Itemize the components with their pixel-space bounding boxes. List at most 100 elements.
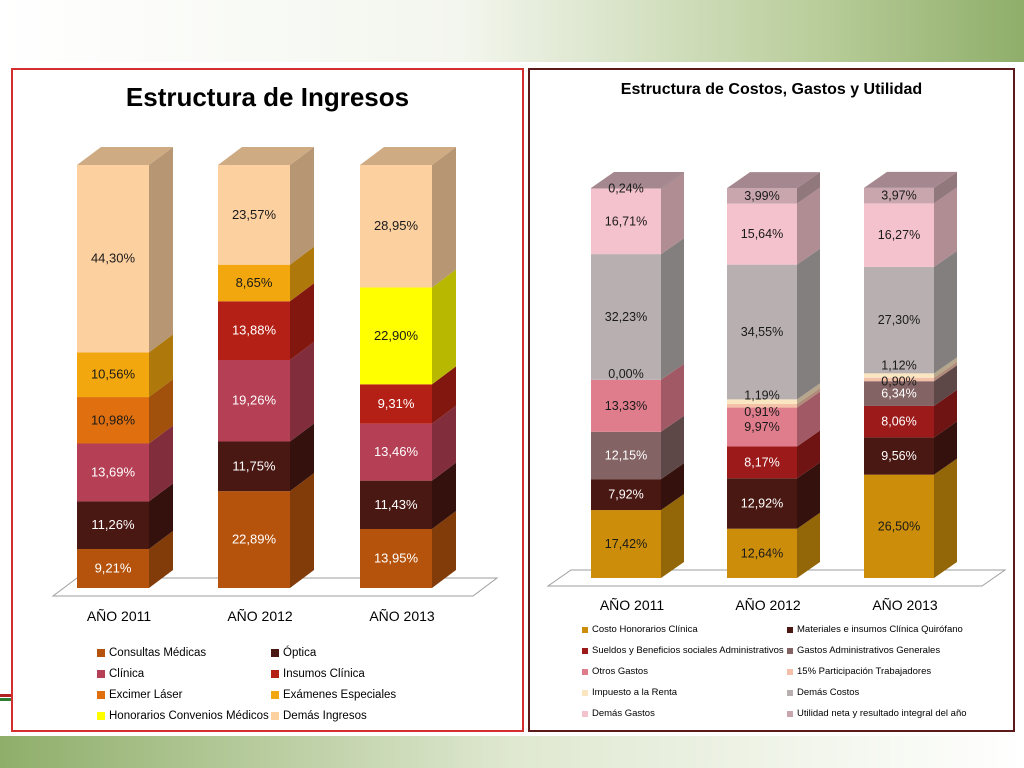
bar-segment bbox=[591, 479, 661, 511]
data-label: 22,89% bbox=[232, 532, 277, 547]
legend-swatch bbox=[271, 691, 279, 699]
data-label: 1,12% bbox=[881, 359, 916, 373]
bar-segment bbox=[864, 373, 934, 378]
bar-segment bbox=[77, 397, 149, 444]
legend-entry: Demás Costos bbox=[797, 687, 860, 698]
x-tick-label: AÑO 2012 bbox=[735, 597, 801, 613]
legend-swatch bbox=[787, 690, 793, 696]
bar-segment bbox=[77, 352, 149, 398]
data-label: 13,69% bbox=[91, 464, 136, 479]
bar-segment bbox=[360, 528, 432, 588]
data-label: 8,65% bbox=[236, 275, 273, 290]
bar-segment-side bbox=[661, 172, 684, 189]
bar-segment bbox=[360, 480, 432, 529]
legend-entry: Gastos Administrativos Generales bbox=[797, 645, 940, 656]
data-label: 10,56% bbox=[91, 367, 136, 382]
legend-swatch bbox=[582, 669, 588, 675]
bar-segment bbox=[727, 404, 797, 408]
bar-segment bbox=[360, 287, 432, 385]
bar-segment-side bbox=[149, 425, 173, 502]
data-label: 8,17% bbox=[744, 455, 779, 469]
bar-segment bbox=[218, 491, 290, 588]
legend-swatch bbox=[582, 711, 588, 717]
bar-segment bbox=[727, 407, 797, 447]
bar-segment bbox=[864, 377, 934, 382]
bar-segment bbox=[727, 399, 797, 405]
bar-segment bbox=[218, 264, 290, 302]
legend-entry: Excimer Láser bbox=[109, 689, 183, 701]
costs-structure-panel: 17,42% 7,92% 12,15% 13,33% 0,00% 32,23% 16,71%… bbox=[528, 68, 1015, 732]
legend-swatch bbox=[271, 649, 279, 657]
legend-swatch bbox=[787, 669, 793, 675]
bar-segment bbox=[591, 188, 661, 189]
data-label: 44,30% bbox=[91, 251, 136, 266]
bar-segment-side bbox=[934, 458, 957, 578]
bar-segment-side bbox=[934, 357, 957, 378]
legend-swatch bbox=[787, 711, 793, 717]
data-label: 3,97% bbox=[881, 189, 916, 203]
bar-segment-side bbox=[797, 391, 820, 447]
bar-segment bbox=[864, 266, 934, 374]
decorative-flag-stripe bbox=[0, 694, 11, 697]
bar-segment bbox=[591, 379, 661, 432]
data-label: 6,34% bbox=[881, 387, 916, 401]
bar-segment bbox=[864, 381, 934, 406]
bar-segment bbox=[360, 165, 432, 288]
income-structure-chart: 9,21% 11,26% 13,69% 10,98% 10,56% 44,30% AÑO 2… bbox=[51, 147, 499, 722]
legend-swatch bbox=[582, 690, 588, 696]
data-label: 0,24% bbox=[608, 181, 643, 195]
data-label: 16,71% bbox=[605, 215, 647, 229]
bar-segment-side bbox=[661, 363, 684, 432]
data-label: 16,27% bbox=[878, 228, 920, 242]
bar-segment bbox=[77, 501, 149, 550]
bar-segment-side bbox=[934, 361, 957, 382]
legend-entry: Impuesto a la Renta bbox=[592, 687, 678, 698]
bar-segment-side bbox=[149, 531, 173, 588]
data-label: 32,23% bbox=[605, 310, 647, 324]
legend-entry: Óptica bbox=[283, 646, 317, 659]
data-label: 11,43% bbox=[374, 497, 418, 512]
bar-segment-side bbox=[149, 334, 173, 398]
data-label: 13,88% bbox=[232, 323, 277, 338]
bar-segment-side bbox=[934, 187, 957, 267]
data-label: 0,90% bbox=[881, 374, 916, 388]
bar-segment-side bbox=[432, 366, 456, 424]
bar-top-cap bbox=[218, 147, 314, 165]
legend-entry: Consultas Médicas bbox=[109, 647, 206, 659]
bar-segment-side bbox=[797, 462, 820, 529]
bar-segment bbox=[727, 446, 797, 479]
legend-swatch bbox=[787, 648, 793, 654]
data-label: 28,95% bbox=[374, 218, 419, 233]
data-label: 9,21% bbox=[95, 561, 132, 576]
data-label: 23,57% bbox=[232, 207, 277, 222]
data-label: 3,99% bbox=[744, 189, 779, 203]
legend-entry: Otros Gastos bbox=[592, 666, 648, 677]
costs-structure-chart: 17,42% 7,92% 12,15% 13,33% 0,00% 32,23% 16,71%… bbox=[546, 171, 1007, 719]
legend-entry: Costo Honorarios Clínica bbox=[592, 624, 698, 635]
data-label: 0,91% bbox=[744, 405, 779, 419]
bar-segment bbox=[864, 203, 934, 267]
bar-segment bbox=[360, 384, 432, 424]
bar-segment-side bbox=[797, 187, 820, 265]
bar-segment bbox=[77, 549, 149, 588]
bar-segment-side bbox=[290, 473, 314, 588]
bar-top-cap bbox=[77, 147, 173, 165]
bar-segment-side bbox=[149, 483, 173, 550]
bar-segment bbox=[218, 441, 290, 492]
bar-segment bbox=[727, 264, 797, 400]
bar-segment bbox=[218, 301, 290, 361]
bar-segment bbox=[864, 437, 934, 475]
data-label: 12,92% bbox=[741, 497, 783, 511]
legend-entry: Demás Gastos bbox=[592, 708, 655, 719]
income-structure-panel: 9,21% 11,26% 13,69% 10,98% 10,56% 44,30% AÑO 2… bbox=[11, 68, 524, 732]
bar-segment-side bbox=[934, 171, 957, 204]
x-tick-label: AÑO 2013 bbox=[872, 597, 938, 613]
legend-entry: Exámenes Especiales bbox=[283, 689, 396, 701]
bar-segment-side bbox=[797, 512, 820, 578]
bar-segment-side bbox=[290, 246, 314, 302]
bar-top-cap bbox=[727, 172, 820, 189]
legend-entry: Materiales e insumos Clínica Quirófano bbox=[797, 624, 963, 635]
bar-segment-side bbox=[432, 147, 456, 288]
bar-segment-side bbox=[797, 248, 820, 400]
data-label: 15,64% bbox=[741, 227, 783, 241]
